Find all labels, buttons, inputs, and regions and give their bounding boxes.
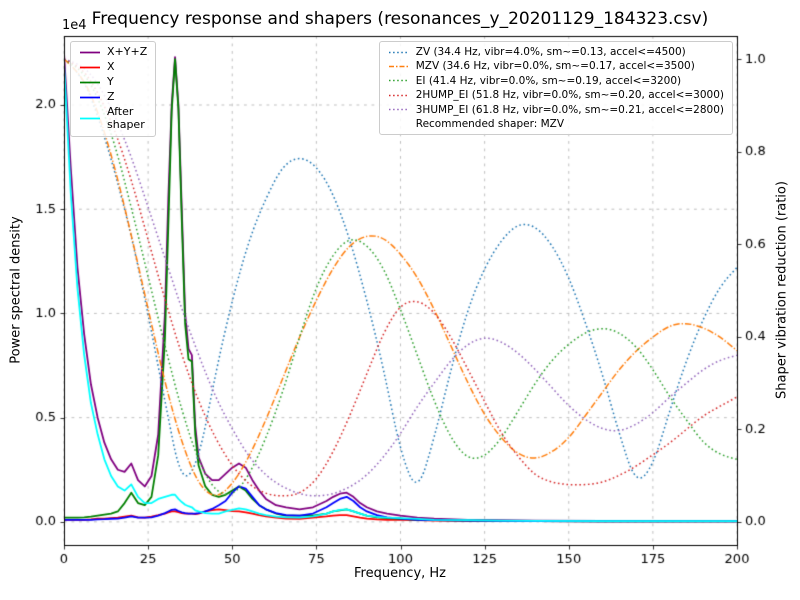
legend-label: X+Y+Z [107, 45, 148, 58]
legend-line-swatch [388, 65, 409, 68]
legend-item-ei: EI (41.4 Hz, vibr=0.0%, sm~=0.19, accel<… [388, 75, 724, 87]
legend-item-y: Y [79, 74, 147, 89]
legend-label: After shaper [107, 104, 145, 131]
legend-label: X [107, 59, 115, 73]
legend-label: Recommended shaper: MZV [415, 117, 565, 130]
legend-psd: X+Y+Z X Y Z After shaper [70, 41, 157, 137]
legend-line-swatch [388, 51, 409, 53]
legend-line-swatch [80, 117, 100, 120]
legend-item-3hump-ei: 3HUMP_EI (61.8 Hz, vibr=0.0%, sm~=0.21, … [388, 104, 724, 116]
left-axis-offset-text: 1e4 [62, 18, 87, 33]
legend-item-zv: ZV (34.4 Hz, vibr=4.0%, sm~=0.13, accel<… [388, 46, 724, 58]
legend-item-2hump-ei: 2HUMP_EI (51.8 Hz, vibr=0.0%, sm~=0.20, … [388, 89, 724, 101]
legend-line-swatch [388, 94, 409, 97]
legend-shapers: ZV (34.4 Hz, vibr=4.0%, sm~=0.13, accel<… [378, 41, 733, 136]
legend-line-swatch [388, 80, 409, 82]
legend-item-x: X [79, 59, 147, 74]
x-axis-label: Frequency, Hz [353, 566, 447, 581]
chart-title: Frequency response and shapers (resonanc… [91, 9, 709, 29]
legend-label: ZV (34.4 Hz, vibr=4.0%, sm~=0.13, accel<… [415, 46, 686, 58]
legend-line-swatch [80, 66, 100, 69]
legend-label: MZV (34.6 Hz, vibr=0.0%, sm~=0.17, accel… [415, 60, 695, 73]
legend-line-swatch [80, 51, 100, 54]
legend-label: 2HUMP_EI (51.8 Hz, vibr=0.0%, sm~=0.20, … [415, 89, 724, 102]
legend-item-xyz: X+Y+Z [79, 45, 148, 59]
legend-line-swatch [80, 81, 100, 84]
left-axis-label: Power spectral density [8, 216, 24, 364]
legend-label: Y [107, 74, 114, 88]
legend-item-z: Z [79, 89, 147, 104]
legend-label: 3HUMP_EI (61.8 Hz, vibr=0.0%, sm~=0.21, … [415, 103, 724, 116]
legend-item-recommended-note: Recommended shaper: MZV [388, 118, 724, 130]
legend-label: Z [107, 89, 115, 103]
legend-line-swatch [388, 108, 409, 111]
legend-label: EI (41.4 Hz, vibr=0.0%, sm~=0.19, accel<… [415, 74, 682, 87]
legend-item-after-shaper: After shaper [79, 104, 147, 132]
legend-line-swatch [80, 96, 100, 99]
legend-item-mzv: MZV (34.6 Hz, vibr=0.0%, sm~=0.17, accel… [388, 60, 724, 72]
right-axis-label: Shaper vibration reduction (ratio) [774, 181, 790, 399]
